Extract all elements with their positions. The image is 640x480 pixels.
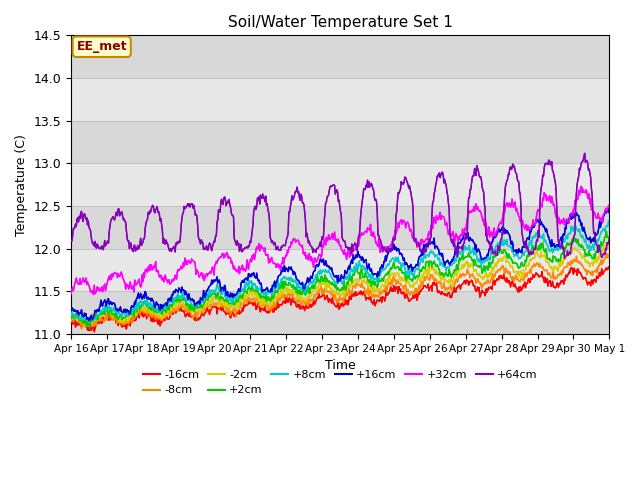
+8cm	[85, 320, 93, 325]
+16cm	[605, 205, 613, 211]
Bar	[71, 249, 609, 291]
X-axis label: Time: Time	[325, 359, 356, 372]
-16cm	[216, 306, 224, 312]
-16cm	[77, 324, 84, 329]
Line: +16cm: +16cm	[71, 208, 609, 321]
Line: -16cm: -16cm	[71, 267, 609, 332]
+16cm	[85, 318, 93, 324]
-2cm	[188, 305, 195, 311]
Bar	[71, 78, 609, 120]
-16cm	[188, 314, 195, 320]
+32cm	[422, 236, 430, 242]
-2cm	[133, 312, 141, 318]
+16cm	[188, 297, 195, 302]
Line: +8cm: +8cm	[71, 221, 609, 323]
+2cm	[77, 318, 84, 324]
-16cm	[406, 297, 414, 303]
+64cm	[67, 239, 75, 244]
Line: +32cm: +32cm	[71, 186, 609, 295]
+2cm	[605, 234, 613, 240]
-2cm	[81, 324, 88, 330]
Text: EE_met: EE_met	[76, 40, 127, 53]
+32cm	[605, 203, 613, 209]
-8cm	[406, 292, 414, 298]
Title: Soil/Water Temperature Set 1: Soil/Water Temperature Set 1	[228, 15, 452, 30]
+2cm	[216, 296, 224, 302]
+16cm	[216, 281, 224, 287]
+16cm	[67, 307, 75, 313]
+2cm	[133, 309, 141, 314]
+16cm	[77, 311, 84, 316]
+2cm	[188, 307, 195, 312]
+64cm	[77, 210, 84, 216]
-2cm	[216, 300, 224, 305]
-2cm	[422, 266, 430, 272]
+2cm	[86, 325, 93, 331]
+32cm	[406, 228, 414, 234]
Line: +64cm: +64cm	[71, 153, 609, 258]
Bar	[71, 120, 609, 163]
+64cm	[406, 183, 413, 189]
+64cm	[132, 245, 140, 251]
+32cm	[90, 292, 97, 298]
-8cm	[602, 250, 610, 256]
+16cm	[422, 243, 430, 249]
Line: -8cm: -8cm	[71, 253, 609, 329]
+32cm	[77, 282, 84, 288]
+64cm	[605, 236, 613, 241]
+64cm	[216, 207, 223, 213]
+16cm	[406, 264, 414, 270]
Bar	[71, 291, 609, 334]
+8cm	[67, 309, 75, 315]
-2cm	[406, 284, 414, 290]
Line: -2cm: -2cm	[71, 244, 609, 327]
Legend: -16cm, -8cm, -2cm, +2cm, +8cm, +16cm, +32cm, +64cm: -16cm, -8cm, -2cm, +2cm, +8cm, +16cm, +3…	[138, 365, 542, 400]
Bar	[71, 36, 609, 78]
-8cm	[67, 314, 75, 320]
-16cm	[605, 264, 613, 270]
-16cm	[133, 310, 141, 315]
+2cm	[67, 316, 75, 322]
+8cm	[133, 302, 141, 308]
+64cm	[581, 150, 589, 156]
-8cm	[77, 326, 85, 332]
+64cm	[187, 202, 195, 207]
+8cm	[77, 317, 84, 323]
-8cm	[216, 299, 224, 305]
+8cm	[422, 254, 430, 260]
-8cm	[188, 312, 195, 318]
+2cm	[602, 228, 610, 234]
+64cm	[421, 247, 429, 252]
+64cm	[561, 255, 568, 261]
Bar	[71, 163, 609, 206]
+2cm	[422, 259, 430, 265]
Y-axis label: Temperature (C): Temperature (C)	[15, 133, 28, 236]
+2cm	[406, 276, 414, 282]
-2cm	[77, 319, 84, 325]
-8cm	[605, 255, 613, 261]
+32cm	[188, 256, 195, 262]
+8cm	[216, 289, 224, 295]
-16cm	[422, 284, 430, 290]
-8cm	[422, 275, 430, 280]
-16cm	[605, 264, 612, 270]
+8cm	[605, 218, 612, 224]
+32cm	[67, 291, 75, 297]
+8cm	[605, 222, 613, 228]
+32cm	[133, 280, 141, 286]
-2cm	[67, 318, 75, 324]
-16cm	[67, 321, 75, 326]
+32cm	[577, 183, 585, 189]
+16cm	[133, 296, 141, 301]
-8cm	[133, 312, 141, 317]
+8cm	[188, 301, 195, 307]
Bar	[71, 206, 609, 249]
+8cm	[406, 267, 414, 273]
-16cm	[90, 329, 98, 335]
+32cm	[216, 254, 224, 260]
Line: +2cm: +2cm	[71, 231, 609, 328]
-8cm	[77, 320, 84, 326]
-2cm	[605, 241, 613, 247]
